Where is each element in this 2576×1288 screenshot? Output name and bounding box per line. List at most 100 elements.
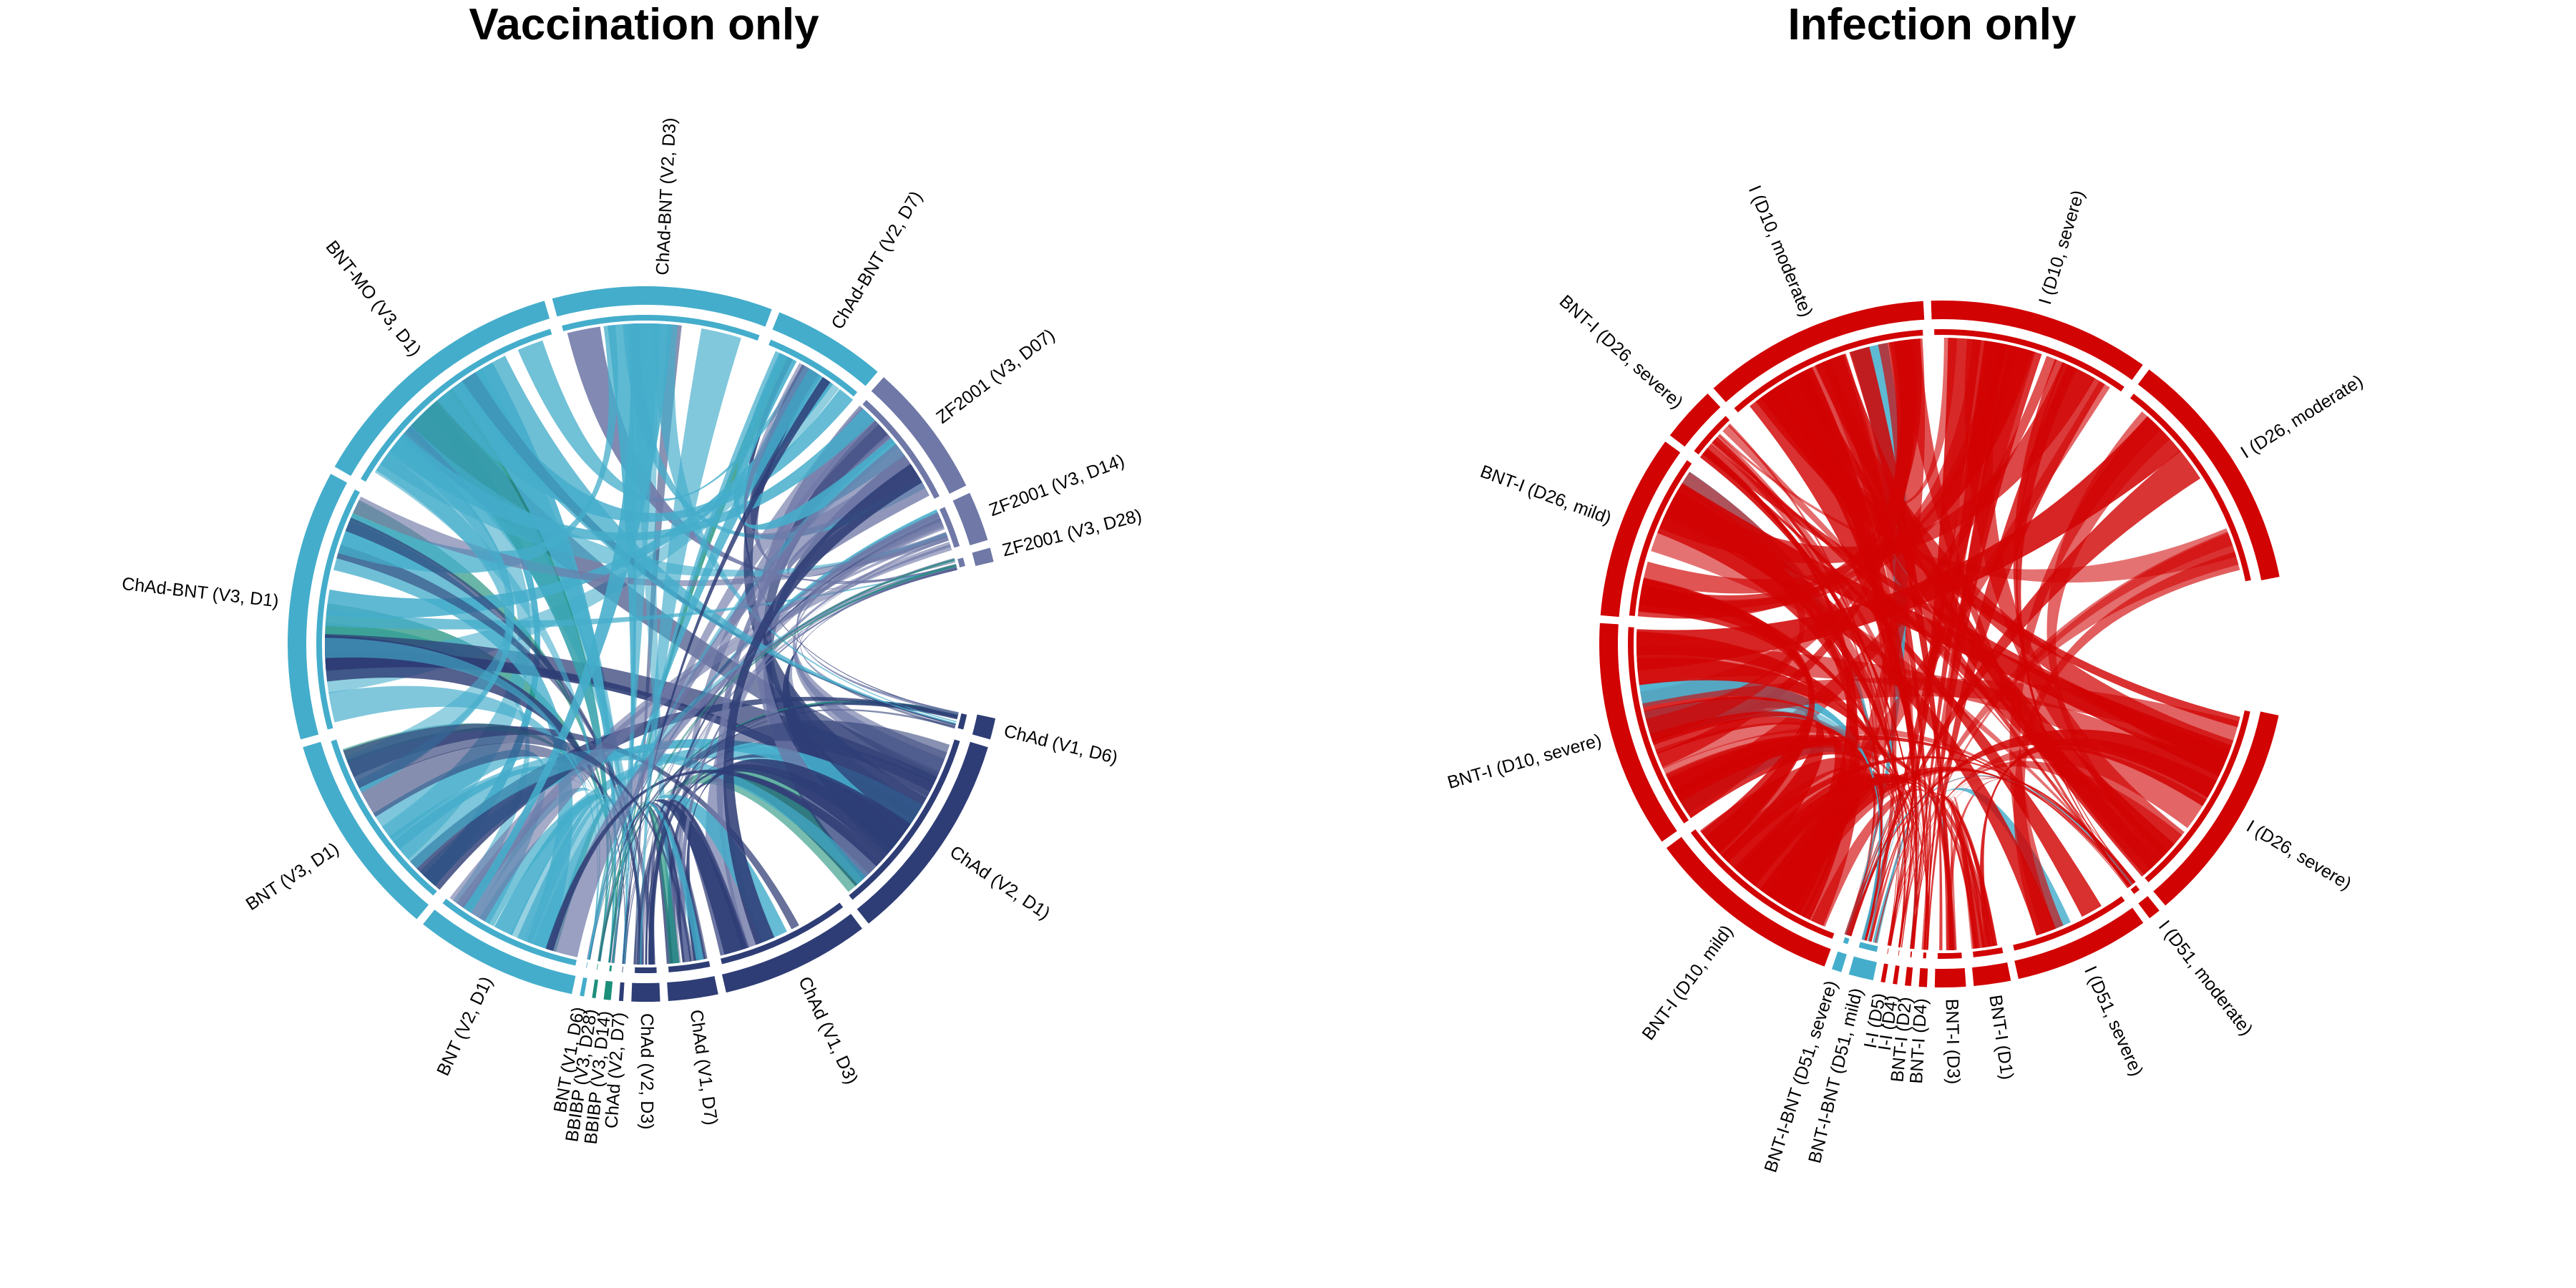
- chord-ribbons: [325, 323, 959, 965]
- sector-track: [1934, 329, 2124, 392]
- sector-arc: [423, 909, 576, 995]
- sector-arc: [1666, 836, 1831, 967]
- sector-track: [1887, 948, 1889, 955]
- sector-chad-v1-d7: ChAd (V1, D7): [667, 961, 721, 1126]
- chord-ribbon: [599, 799, 747, 962]
- chord-ribbon: [1745, 776, 1978, 949]
- sector-track: [1629, 460, 1692, 616]
- sector-arc: [1931, 300, 2143, 381]
- sector-arc: [2137, 369, 2280, 581]
- chord-ribbon: [1727, 423, 1878, 937]
- sector-arc: [1880, 963, 1888, 983]
- sector-track: [609, 965, 613, 972]
- sector-label: ChAd-BNT (V2, D3): [653, 117, 680, 276]
- chord-ribbon: [345, 517, 643, 965]
- sector-arc: [1934, 967, 1966, 987]
- chord-ribbon: [349, 499, 614, 963]
- sector-label: I (D10, severe): [2035, 188, 2089, 307]
- chord-ribbon: [1642, 341, 2034, 594]
- chord-ribbon: [451, 362, 617, 963]
- sector-arc: [2153, 711, 2279, 906]
- chord-ribbon: [458, 356, 957, 725]
- chord-diagram-vaccination: ChAd (V1, D6) ChAd (V2, D1) ChAd (V1, D3) C…: [121, 117, 1144, 1146]
- chord-ribbon: [389, 748, 869, 884]
- chord-ribbon: [1890, 795, 1919, 947]
- sector-arc: [631, 982, 660, 1002]
- chord-ribbon: [1815, 353, 2161, 875]
- chord-ribbon: [800, 565, 957, 726]
- sector-bnt-i-d3: BNT-I (D3): [1934, 952, 1966, 1085]
- sector-arc: [303, 741, 429, 919]
- chord-ribbon: [325, 635, 625, 964]
- sector-label: BNT-I (D26, mild): [1478, 462, 1614, 529]
- chord-ribbon: [2009, 416, 2161, 935]
- chord-ribbon: [1765, 778, 1884, 935]
- sector-track: [1937, 952, 1962, 959]
- sector-arc: [2014, 907, 2144, 980]
- sector-arc: [721, 914, 862, 993]
- panel-title-infection: Infection only: [1787, 0, 2077, 49]
- sector-track: [1910, 951, 1913, 957]
- chord-ribbon: [1848, 793, 1920, 949]
- sector-arc: [1831, 951, 1847, 972]
- chord-ribbon: [1638, 343, 2033, 615]
- sector-chad-bnt-v3-d1: ChAd-BNT (V3, D1): [121, 474, 360, 740]
- sector-chad-bnt-v2-d3: ChAd-BNT (V2, D3): [552, 117, 772, 341]
- sector-chad-v2-d3: ChAd (V2, D3): [631, 967, 660, 1130]
- sector-arc: [1599, 623, 1677, 842]
- sector-arc: [871, 377, 967, 494]
- sector-label: I (D51, severe): [2080, 963, 2147, 1079]
- sector-track: [1690, 829, 1835, 940]
- chord-ribbon: [1755, 383, 2240, 728]
- sector-arc: [287, 474, 348, 740]
- chord-ribbon: [648, 517, 942, 965]
- chord-ribbon: [1667, 737, 1899, 946]
- sector-track: [769, 339, 858, 397]
- chord-ribbon: [792, 520, 947, 774]
- chord-ribbon: [1659, 362, 2095, 564]
- chord-ribbon: [410, 696, 959, 890]
- sector-label: ZF2001 (V3, D07): [932, 325, 1058, 427]
- chord-ribbon: [494, 794, 626, 964]
- sector-i-d51-moderate: I (D51, moderate): [2130, 885, 2257, 1040]
- chord-ribbon: [356, 434, 514, 792]
- sector-track: [1923, 952, 1927, 959]
- sector-track: [668, 961, 711, 972]
- sector-label: BNT (V3, D1): [243, 839, 343, 914]
- sector-label: ChAd (V2, D3): [637, 1013, 657, 1130]
- chord-ribbon: [589, 720, 950, 960]
- chord-ribbon: [733, 353, 905, 530]
- chord-ribbon: [1642, 677, 2240, 757]
- sector-bnt-i-d26-severe: BNT-I (D26, severe): [1556, 291, 1730, 455]
- chord-ribbon: [1651, 519, 2135, 885]
- sector-track: [331, 739, 437, 896]
- chord-ribbon: [1811, 789, 1984, 948]
- sector-arc: [1848, 956, 1877, 981]
- chord-ribbon: [800, 564, 957, 729]
- sector-arc: [1918, 967, 1928, 987]
- chord-ribbon: [639, 328, 741, 965]
- chord-ribbon: [1888, 795, 1919, 947]
- sector-arc: [972, 714, 996, 740]
- sector-arc: [972, 547, 994, 566]
- sector-track: [1628, 627, 1689, 824]
- sector-track: [442, 898, 577, 966]
- chord-ribbon: [1699, 757, 1875, 935]
- sector-label: ChAd (V2, D1): [946, 841, 1053, 923]
- sector-track: [562, 315, 760, 341]
- sector-label: BNT-I (D1): [1985, 994, 2017, 1081]
- sector-arc: [667, 976, 718, 1001]
- sector-label: BNT-I (D26, severe): [1556, 291, 1687, 413]
- sector-arc: [334, 301, 550, 477]
- chord-ribbon: [1722, 424, 2136, 883]
- sector-arc: [1600, 441, 1681, 618]
- sector-track: [2130, 885, 2140, 894]
- sector-track: [939, 507, 960, 548]
- sector-label: BNT-I (D10, mild): [1638, 922, 1737, 1044]
- sector-arc: [618, 982, 625, 1002]
- sector-label: BNT (V2, D1): [433, 974, 497, 1079]
- sector-label: BNT-I (D10, severe): [1445, 730, 1604, 793]
- sector-arc: [1669, 394, 1721, 447]
- chord-ribbon: [1850, 450, 2201, 937]
- sector-arc: [1905, 967, 1913, 986]
